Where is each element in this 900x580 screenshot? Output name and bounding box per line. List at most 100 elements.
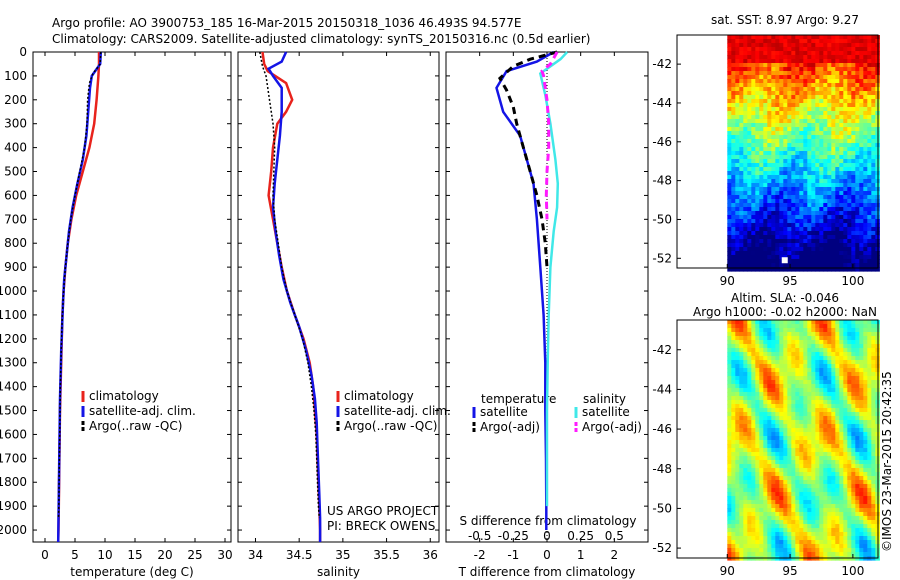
map-cell [823, 191, 828, 196]
map-cell [823, 219, 828, 224]
map-cell [855, 456, 860, 461]
map-cell [739, 536, 744, 541]
map-cell [823, 320, 828, 325]
map-cell [847, 456, 852, 461]
map-cell [839, 500, 844, 505]
map-cell [767, 251, 772, 256]
map-cell [815, 219, 820, 224]
map-cell [839, 183, 844, 188]
map-cell [783, 472, 788, 477]
map-cell [731, 364, 736, 369]
map-cell [771, 368, 776, 373]
map-cell [735, 356, 740, 361]
map-cell [763, 35, 768, 40]
map-cell [807, 223, 812, 228]
map-cell [847, 259, 852, 264]
map-cell [839, 167, 844, 172]
map-cell [827, 532, 832, 537]
map-cell [775, 504, 780, 509]
map-cell [803, 75, 808, 80]
map-cell [759, 420, 764, 425]
map-cell [775, 195, 780, 200]
map-cell [755, 215, 760, 220]
map-cell [775, 548, 780, 553]
map-cell [739, 247, 744, 252]
map-cell [791, 440, 796, 445]
map-cell [779, 39, 784, 44]
map-cell [807, 320, 812, 325]
map-cell [735, 408, 740, 413]
map-cell [867, 508, 872, 513]
map-cell [835, 464, 840, 469]
map-cell [811, 87, 816, 92]
map-cell [747, 544, 752, 549]
map-cell [859, 332, 864, 337]
map-cell [759, 235, 764, 240]
map-cell [767, 215, 772, 220]
map-cell [847, 139, 852, 144]
x-tick-label: -1 [507, 548, 519, 562]
map-cell [751, 404, 756, 409]
map-cell [791, 123, 796, 128]
map-cell [815, 344, 820, 349]
map-cell [835, 35, 840, 40]
map-cell [751, 440, 756, 445]
map-cell [783, 219, 788, 224]
map-cell [803, 59, 808, 64]
map-cell [851, 155, 856, 160]
map-cell [871, 448, 876, 453]
map-cell [799, 163, 804, 168]
map-cell [851, 167, 856, 172]
map-cell [731, 412, 736, 417]
map-cell [859, 464, 864, 469]
map-cell [867, 239, 872, 244]
map-cell [855, 95, 860, 100]
map-cell [851, 340, 856, 345]
map-cell [791, 147, 796, 152]
map-cell [867, 548, 872, 553]
map-cell [743, 468, 748, 473]
map-cell [819, 179, 824, 184]
map-cell [843, 263, 848, 268]
map-cell [855, 35, 860, 40]
map-cell [759, 243, 764, 248]
map-cell [871, 512, 876, 517]
map-cell [775, 87, 780, 92]
map-cell [803, 332, 808, 337]
map-cell [743, 332, 748, 337]
map-cell [839, 151, 844, 156]
map-cell [799, 231, 804, 236]
map-cell [847, 392, 852, 397]
map-cell [807, 344, 812, 349]
map-cell [775, 83, 780, 88]
map-cell [847, 328, 852, 333]
map-cell [827, 111, 832, 116]
map-cell [787, 532, 792, 537]
map-cell [759, 372, 764, 377]
map-cell [783, 103, 788, 108]
map-cell [771, 384, 776, 389]
map-cell [843, 364, 848, 369]
map-cell [771, 472, 776, 477]
map-cell [763, 520, 768, 525]
map-cell [735, 75, 740, 80]
map-cell [863, 243, 868, 248]
map-cell [827, 440, 832, 445]
map-cell [831, 119, 836, 124]
map-cell [871, 452, 876, 457]
map-cell [727, 263, 732, 268]
map-cell [819, 243, 824, 248]
map-cell [843, 171, 848, 176]
map-cell [735, 259, 740, 264]
map-cell [843, 143, 848, 148]
map-cell [771, 340, 776, 345]
map-cell [727, 223, 732, 228]
map-cell [743, 103, 748, 108]
map-cell [855, 460, 860, 465]
map-cell [751, 179, 756, 184]
map-cell [811, 456, 816, 461]
map-cell [819, 340, 824, 345]
map-cell [771, 207, 776, 212]
map-cell [755, 412, 760, 417]
map-cell [727, 63, 732, 68]
